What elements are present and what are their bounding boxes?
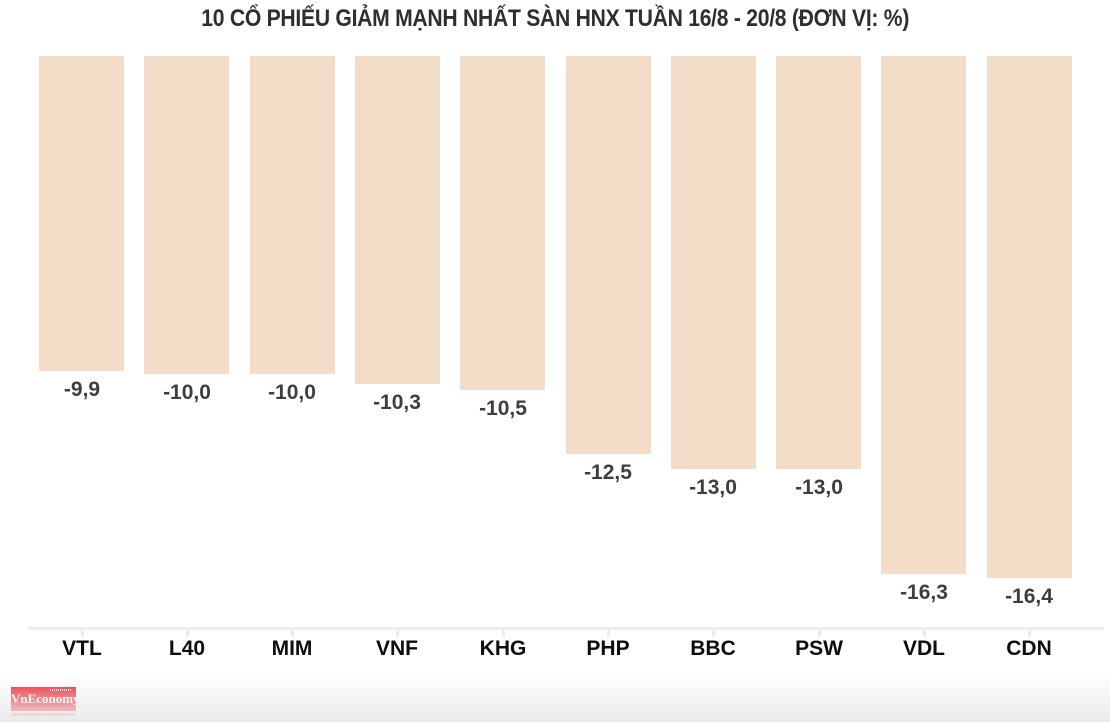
bar-l40	[144, 56, 229, 374]
value-label-vdl: -16,3	[900, 581, 948, 604]
category-label-php: PHP	[586, 637, 630, 660]
x-axis-tick	[1028, 627, 1031, 637]
x-axis-tick	[818, 627, 821, 637]
x-axis-line	[28, 627, 1104, 630]
category-label-mim: MIM	[271, 637, 313, 660]
category-label-vdl: VDL	[903, 637, 945, 660]
value-label-vnf: -10,3	[373, 391, 421, 414]
x-axis-tick	[712, 627, 715, 637]
bar-bbc	[671, 56, 756, 469]
bar-psw	[776, 56, 861, 469]
bar-vtl	[39, 56, 124, 371]
bar-vnf	[355, 56, 440, 384]
value-label-psw: -13,0	[795, 476, 843, 499]
bar-php	[566, 56, 651, 454]
chart-title-text: 10 CỔ PHIẾU GIẢM MẠNH NHẤT SÀN HNX TUẦN …	[201, 5, 909, 32]
category-label-cdn: CDN	[1006, 637, 1052, 660]
x-axis-tick	[291, 627, 294, 637]
x-axis-tick	[923, 627, 926, 637]
bar-khg	[460, 56, 545, 390]
value-label-vtl: -9,9	[63, 378, 101, 401]
x-axis-tick	[396, 627, 399, 637]
vneconomy-logo: VnEconomy	[11, 687, 80, 711]
category-label-l40: L40	[168, 637, 206, 660]
category-label-vnf: VNF	[376, 637, 418, 660]
value-label-bbc: -13,0	[689, 476, 737, 499]
category-label-khg: KHG	[479, 637, 527, 660]
value-label-mim: -10,0	[268, 381, 316, 404]
chart-title: 10 CỔ PHIẾU GIẢM MẠNH NHẤT SÀN HNX TUẦN …	[0, 5, 1110, 33]
value-label-l40: -10,0	[163, 381, 211, 404]
bottom-fade-decoration	[0, 674, 1110, 722]
value-label-khg: -10,5	[479, 397, 527, 420]
category-label-bbc: BBC	[690, 637, 736, 660]
value-label-cdn: -16,4	[1005, 585, 1053, 608]
x-axis-tick	[81, 627, 84, 637]
x-axis-tick	[186, 627, 189, 637]
bar-vdl	[881, 56, 966, 574]
bar-mim	[250, 56, 335, 374]
logo-text: VnEconomy	[11, 691, 80, 706]
x-axis-tick	[502, 627, 505, 637]
bar-cdn	[987, 56, 1072, 578]
x-axis-tick	[607, 627, 610, 637]
logo-tagline-icon	[11, 713, 75, 716]
category-label-vtl: VTL	[62, 637, 102, 660]
value-label-php: -12,5	[584, 461, 632, 484]
category-label-psw: PSW	[795, 637, 843, 660]
